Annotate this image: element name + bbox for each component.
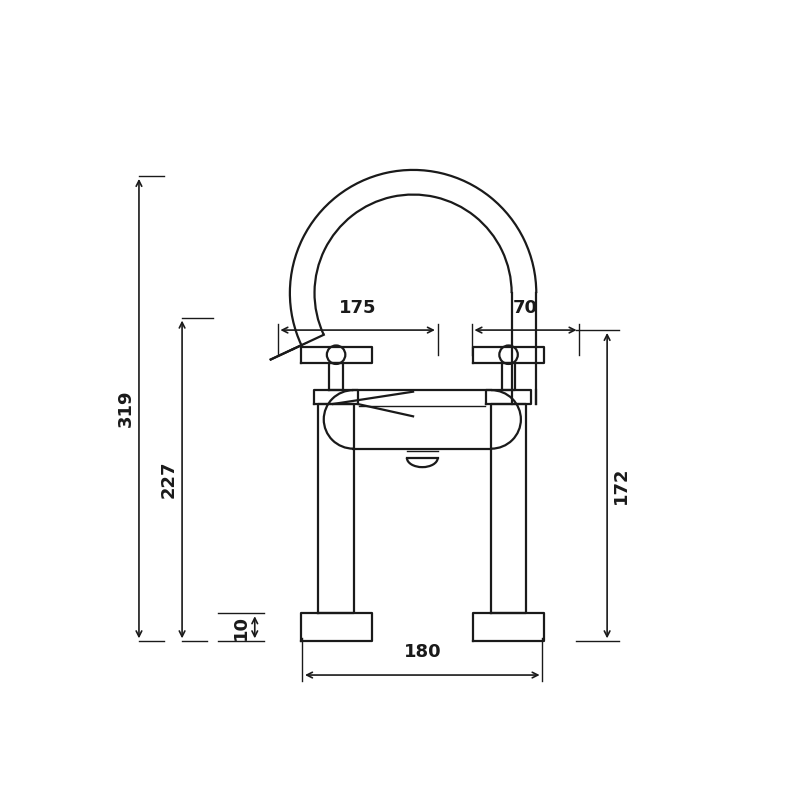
Text: 319: 319 [117,390,134,427]
Text: 180: 180 [403,643,441,662]
Text: 172: 172 [612,467,630,504]
Text: 10: 10 [232,614,250,640]
Text: 227: 227 [159,461,178,498]
Text: 175: 175 [339,298,376,317]
Text: 70: 70 [513,298,538,317]
